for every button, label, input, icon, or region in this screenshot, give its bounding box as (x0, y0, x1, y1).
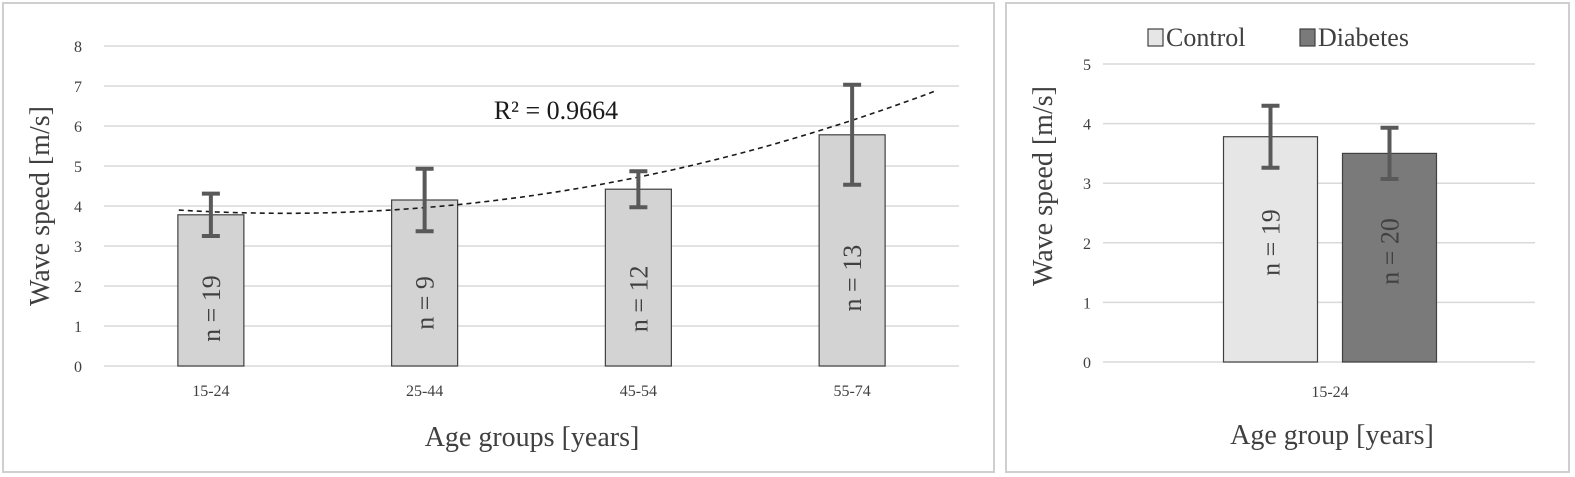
left-y-tick-label: 8 (74, 39, 82, 56)
right-y-tick-label: 0 (1083, 355, 1091, 372)
legend-swatch-diabetes (1299, 28, 1316, 47)
left-x-tick-label: 15-24 (192, 383, 229, 400)
left-y-tick-label: 5 (74, 159, 82, 176)
left-bar-labels: n = 19 n = 9 n = 12 n = 13 (197, 245, 867, 342)
right-y-tick-label: 1 (1083, 295, 1091, 312)
left-y-tick-label: 1 (74, 319, 82, 336)
left-y-tick-label: 2 (74, 279, 82, 296)
left-chart: 0 1 2 3 4 5 6 7 8 n = 19 n = 9 n = 12 n = 13 15-24 2… (25, 39, 959, 453)
right-bar-diabetes (1341, 152, 1438, 363)
right-error-bar (1380, 125, 1399, 182)
legend-label-control: Control (1166, 23, 1245, 52)
left-error-bar (629, 169, 648, 210)
right-y-tick-labels: 0 1 2 3 4 5 (1083, 57, 1091, 372)
right-gridlines (1103, 63, 1535, 363)
left-bars (177, 134, 886, 367)
right-bar-label: n = 20 (1376, 218, 1405, 285)
right-bar-labels: n = 19 n = 20 (1257, 209, 1405, 285)
right-x-tick-label: 15-24 (1311, 384, 1348, 401)
left-gridlines (104, 45, 959, 367)
left-y-tick-label: 7 (74, 79, 82, 96)
right-error-bar (1261, 103, 1280, 170)
legend-label-diabetes: Diabetes (1318, 23, 1409, 52)
right-bar-label: n = 19 (1257, 209, 1286, 276)
left-y-tick-label: 0 (74, 359, 82, 376)
right-y-tick-label: 5 (1083, 57, 1091, 74)
right-y-tick-label: 4 (1083, 117, 1091, 134)
trendline-r2-label: R² = 0.9664 (494, 96, 618, 125)
left-trendline-group (178, 89, 938, 215)
right-y-axis-title: Wave speed [m/s] (1028, 86, 1059, 286)
right-x-axis-title: Age group [years] (1230, 420, 1434, 451)
right-bars (1222, 136, 1438, 363)
left-y-tick-label: 3 (74, 239, 82, 256)
left-y-axis-title: Wave speed [m/s] (25, 106, 56, 306)
left-x-tick-label: 45-54 (620, 383, 657, 400)
left-error-bar (415, 166, 434, 234)
left-y-tick-labels: 0 1 2 3 4 5 6 7 8 (74, 39, 82, 376)
left-bar (604, 188, 672, 367)
left-bar-label: n = 12 (624, 265, 653, 332)
left-bar-label: n = 9 (411, 276, 440, 330)
left-x-tick-label: 55-74 (833, 383, 870, 400)
right-y-tick-label: 2 (1083, 236, 1091, 253)
legend-swatch-control (1147, 28, 1164, 47)
left-y-tick-label: 4 (74, 199, 82, 216)
right-y-tick-label: 3 (1083, 176, 1091, 193)
left-x-axis-title: Age groups [years] (425, 422, 640, 453)
left-chart-panel: 0 1 2 3 4 5 6 7 8 n = 19 n = 9 n = 12 n = 13 15-24 2… (2, 2, 995, 473)
left-error-bars (201, 82, 862, 238)
left-y-tick-label: 6 (74, 119, 82, 136)
right-bar-control (1222, 136, 1319, 363)
right-error-bars (1261, 103, 1399, 182)
left-x-tick-label: 25-44 (406, 383, 443, 400)
right-chart-panel: Control Diabetes 0 1 2 3 4 5 n = 19 n = 20 15-… (1005, 2, 1570, 473)
left-bar-label: n = 19 (197, 275, 226, 342)
left-error-bar (201, 191, 220, 238)
left-bar-label: n = 13 (838, 245, 867, 312)
left-bar (177, 214, 245, 367)
right-chart: Control Diabetes 0 1 2 3 4 5 n = 19 n = 20 15-… (1028, 23, 1535, 451)
right-x-tick-labels: 15-24 (1311, 384, 1348, 401)
left-trendline (178, 89, 938, 215)
left-x-tick-labels: 15-24 25-44 45-54 55-74 (192, 383, 871, 400)
left-error-bar (843, 82, 862, 187)
legend: Control Diabetes (1147, 23, 1409, 52)
